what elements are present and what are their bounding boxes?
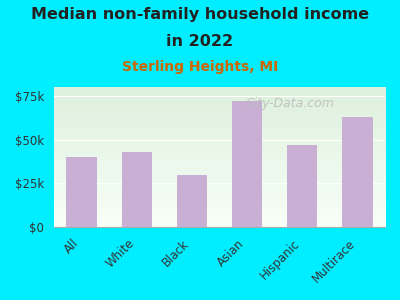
Text: Sterling Heights, MI: Sterling Heights, MI bbox=[122, 60, 278, 74]
Bar bbox=[287, 145, 318, 227]
Bar bbox=[232, 101, 262, 227]
Bar bbox=[177, 175, 207, 227]
Bar bbox=[122, 152, 152, 227]
Text: City-Data.com: City-Data.com bbox=[246, 97, 335, 110]
Bar bbox=[66, 157, 97, 227]
Text: Median non-family household income: Median non-family household income bbox=[31, 8, 369, 22]
Text: in 2022: in 2022 bbox=[166, 34, 234, 50]
Bar bbox=[342, 117, 372, 227]
